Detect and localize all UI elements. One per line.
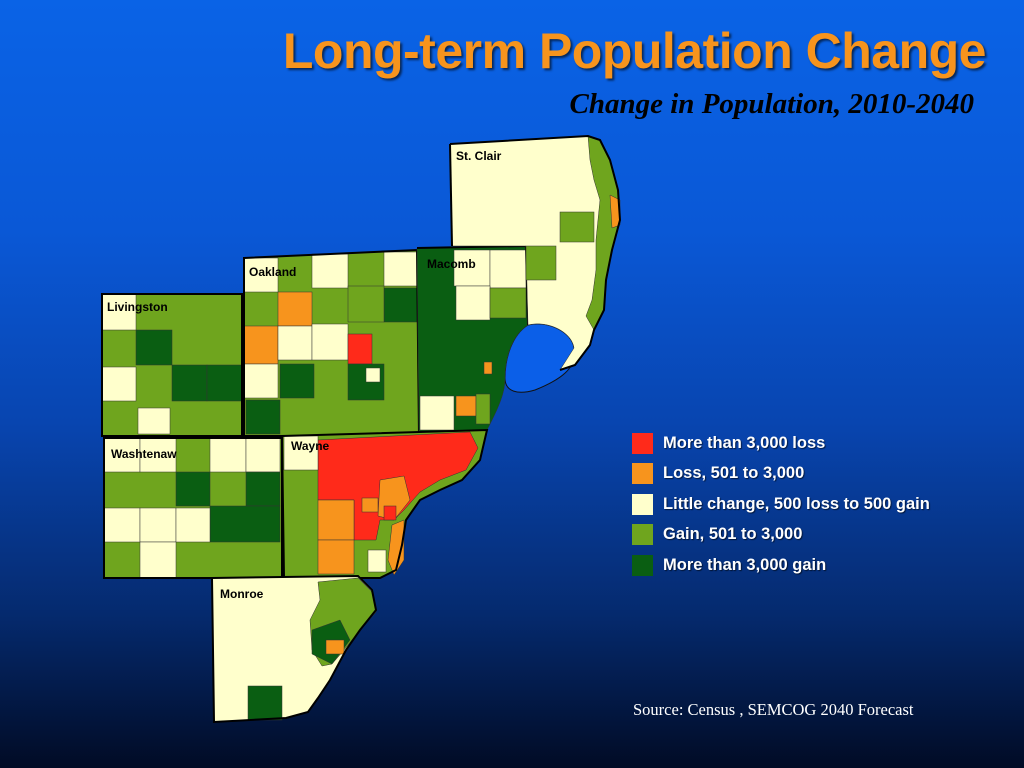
- county-border-washtenaw: [103, 437, 283, 579]
- legend-item: Gain, 501 to 3,000: [632, 520, 930, 551]
- county-label-macomb: Macomb: [427, 257, 476, 271]
- legend-swatch: [632, 493, 653, 515]
- county-label-washtenaw: Washtenaw: [111, 447, 177, 461]
- slide-subtitle: Change in Population, 2010-2040: [569, 88, 974, 120]
- map-legend: More than 3,000 loss Loss, 501 to 3,000 …: [632, 428, 930, 581]
- legend-swatch: [632, 432, 653, 454]
- legend-label: Little change, 500 loss to 500 gain: [663, 494, 930, 513]
- border-line-st-clair-west: [449, 143, 453, 247]
- legend-swatch: [632, 463, 653, 485]
- county-label-monroe: Monroe: [220, 587, 264, 601]
- county-border-st-clair: [449, 134, 622, 371]
- legend-swatch: [632, 554, 653, 576]
- source-note: Source: Census , SEMCOG 2040 Forecast: [633, 700, 914, 719]
- county-wayne: [281, 429, 488, 579]
- county-livingston: [101, 293, 243, 437]
- legend-item: More than 3,000 loss: [632, 428, 930, 459]
- slide-title: Long-term Population Change: [282, 23, 987, 79]
- county-label-wayne: Wayne: [291, 439, 330, 453]
- legend-item: More than 3,000 gain: [632, 550, 930, 581]
- legend-item: Little change, 500 loss to 500 gain: [632, 489, 930, 520]
- legend-label: More than 3,000 gain: [663, 555, 827, 574]
- legend-item: Loss, 501 to 3,000: [632, 459, 930, 490]
- legend-label: Gain, 501 to 3,000: [663, 525, 803, 544]
- county-label-st-clair: St. Clair: [456, 149, 502, 163]
- legend-swatch: [632, 524, 653, 546]
- county-border-monroe: [210, 574, 378, 724]
- county-washtenaw: [103, 437, 283, 579]
- county-label-livingston: Livingston: [107, 300, 168, 314]
- county-macomb: [416, 245, 529, 433]
- legend-label: More than 3,000 loss: [663, 433, 826, 452]
- county-oakland: [243, 249, 420, 437]
- county-label-oakland: Oakland: [249, 265, 296, 279]
- county-border-livingston: [101, 293, 243, 437]
- legend-label: Loss, 501 to 3,000: [663, 464, 805, 483]
